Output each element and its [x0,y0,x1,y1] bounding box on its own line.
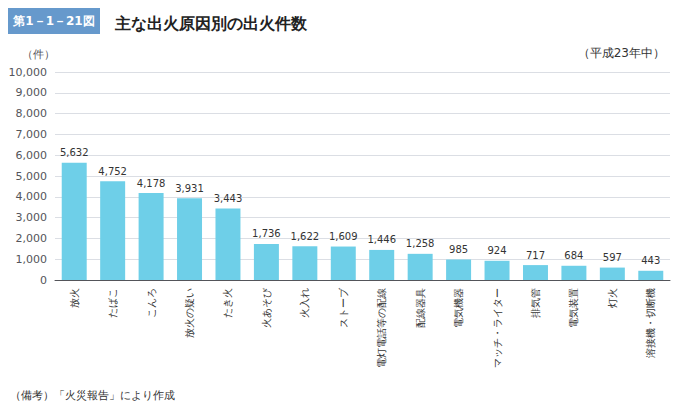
svg-text:924: 924 [487,245,506,256]
svg-text:7,000: 7,000 [16,128,48,141]
svg-text:4,000: 4,000 [16,190,48,203]
svg-text:配線器具: 配線器具 [415,288,426,328]
svg-text:第1－1－21図: 第1－1－21図 [12,14,94,28]
svg-text:4,178: 4,178 [137,178,166,189]
svg-text:（件）: （件） [22,48,55,61]
svg-text:（備考）「火災報告」により作成: （備考）「火災報告」により作成 [10,389,175,402]
svg-text:717: 717 [526,250,545,261]
svg-text:9,000: 9,000 [16,86,48,99]
svg-text:597: 597 [603,252,622,263]
svg-text:443: 443 [641,255,660,266]
svg-text:2,000: 2,000 [16,232,48,245]
svg-text:6,000: 6,000 [16,149,48,162]
svg-text:1,000: 1,000 [16,253,48,266]
svg-text:1,446: 1,446 [367,234,396,245]
svg-text:放火の疑い: 放火の疑い [184,288,195,338]
svg-text:985: 985 [449,244,468,255]
svg-text:8,000: 8,000 [16,107,48,120]
svg-text:主な出火原因別の出火件数: 主な出火原因別の出火件数 [114,14,308,33]
svg-text:4,752: 4,752 [98,166,127,177]
svg-text:1,622: 1,622 [291,231,320,242]
svg-text:火入れ: 火入れ [299,288,310,318]
svg-text:電灯電話等の配線: 電灯電話等の配線 [376,288,387,368]
svg-text:5,632: 5,632 [60,147,89,158]
svg-text:0: 0 [40,274,47,287]
svg-text:684: 684 [564,250,583,261]
svg-text:電気装置: 電気装置 [568,288,579,328]
svg-text:1,609: 1,609 [329,231,358,242]
svg-text:（平成23年中）: （平成23年中） [578,46,665,60]
svg-text:マッチ・ライター: マッチ・ライター [492,288,503,368]
svg-text:1,736: 1,736 [252,228,281,239]
svg-text:5,000: 5,000 [16,170,48,183]
svg-text:3,443: 3,443 [214,193,243,204]
svg-text:10,000: 10,000 [9,66,48,79]
svg-text:たき火: たき火 [222,288,233,318]
svg-text:放火: 放火 [69,288,80,308]
svg-text:溶接機・切断機: 溶接機・切断機 [645,288,656,358]
svg-text:1,258: 1,258 [406,238,435,249]
svg-text:排気管: 排気管 [530,288,541,318]
svg-text:3,000: 3,000 [16,211,48,224]
svg-text:電気機器: 電気機器 [453,288,464,328]
svg-text:こんろ: こんろ [146,288,157,318]
svg-text:ストーブ: ストーブ [338,287,349,328]
svg-text:3,931: 3,931 [175,183,204,194]
svg-text:灯火: 灯火 [607,288,618,308]
svg-text:たばこ: たばこ [107,288,118,318]
svg-text:火あそび: 火あそび [261,287,272,328]
